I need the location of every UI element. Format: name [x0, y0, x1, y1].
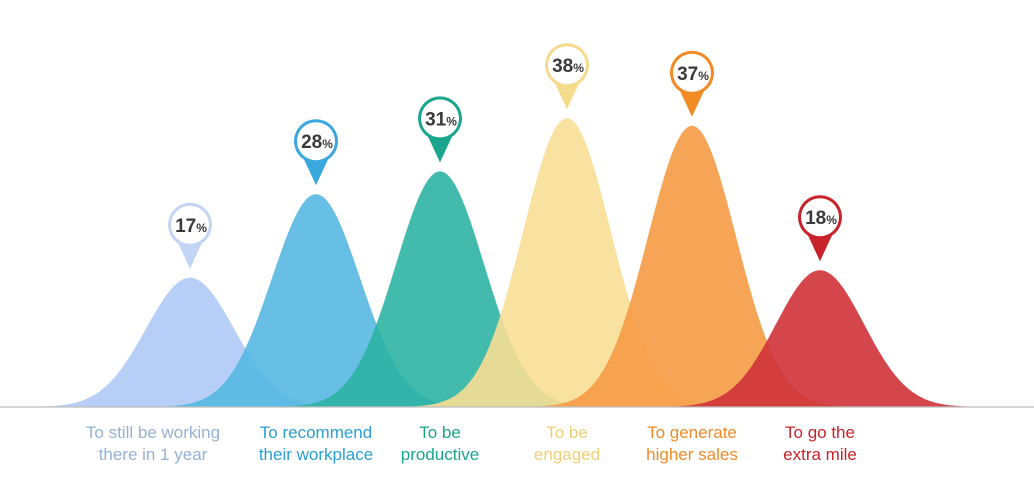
category-label-to-be-productive: To be productive [401, 423, 479, 464]
pin-marker-to-be-engaged: 38% [545, 43, 589, 110]
value-label: 31% [425, 109, 457, 130]
category-label-to-generate-higher-sales: To generate higher sales [646, 423, 738, 464]
curve-to-be-engaged [382, 118, 751, 407]
category-label-to-still-be-working-there-in-1-year: To still be working there in 1 year [86, 423, 220, 464]
pin-marker-to-recommend-their-workplace: 28% [294, 119, 338, 186]
value-label: 38% [552, 56, 584, 77]
category-label-to-go-the-extra-mile: To go the extra mile [783, 423, 857, 464]
value-label: 37% [677, 64, 709, 85]
value-label: 17% [175, 216, 207, 237]
category-label-to-be-engaged: To be engaged [534, 423, 600, 464]
curve-layer [5, 118, 1004, 408]
curve-to-generate-higher-sales [507, 125, 876, 408]
pin-marker-to-be-productive: 31% [418, 96, 462, 163]
curve-to-recommend-their-workplace [131, 194, 500, 407]
pin-layer: 17% 28% 31% 38% 37% 18% [168, 43, 842, 269]
value-label: 18% [805, 208, 837, 229]
category-label-to-recommend-their-workplace: To recommend their workplace [259, 423, 373, 464]
pin-marker-to-still-be-working-there-in-1-year: 17% [168, 202, 212, 269]
pin-marker-to-go-the-extra-mile: 18% [798, 195, 842, 262]
curve-to-still-be-working-there-in-1-year [5, 277, 374, 407]
pin-marker-to-generate-higher-sales: 37% [670, 50, 714, 117]
curve-to-go-the-extra-mile [635, 270, 1004, 407]
category-label-layer: To still be working there in 1 year To rec… [86, 423, 857, 464]
value-label: 28% [301, 132, 333, 153]
curve-to-be-productive [255, 171, 624, 407]
